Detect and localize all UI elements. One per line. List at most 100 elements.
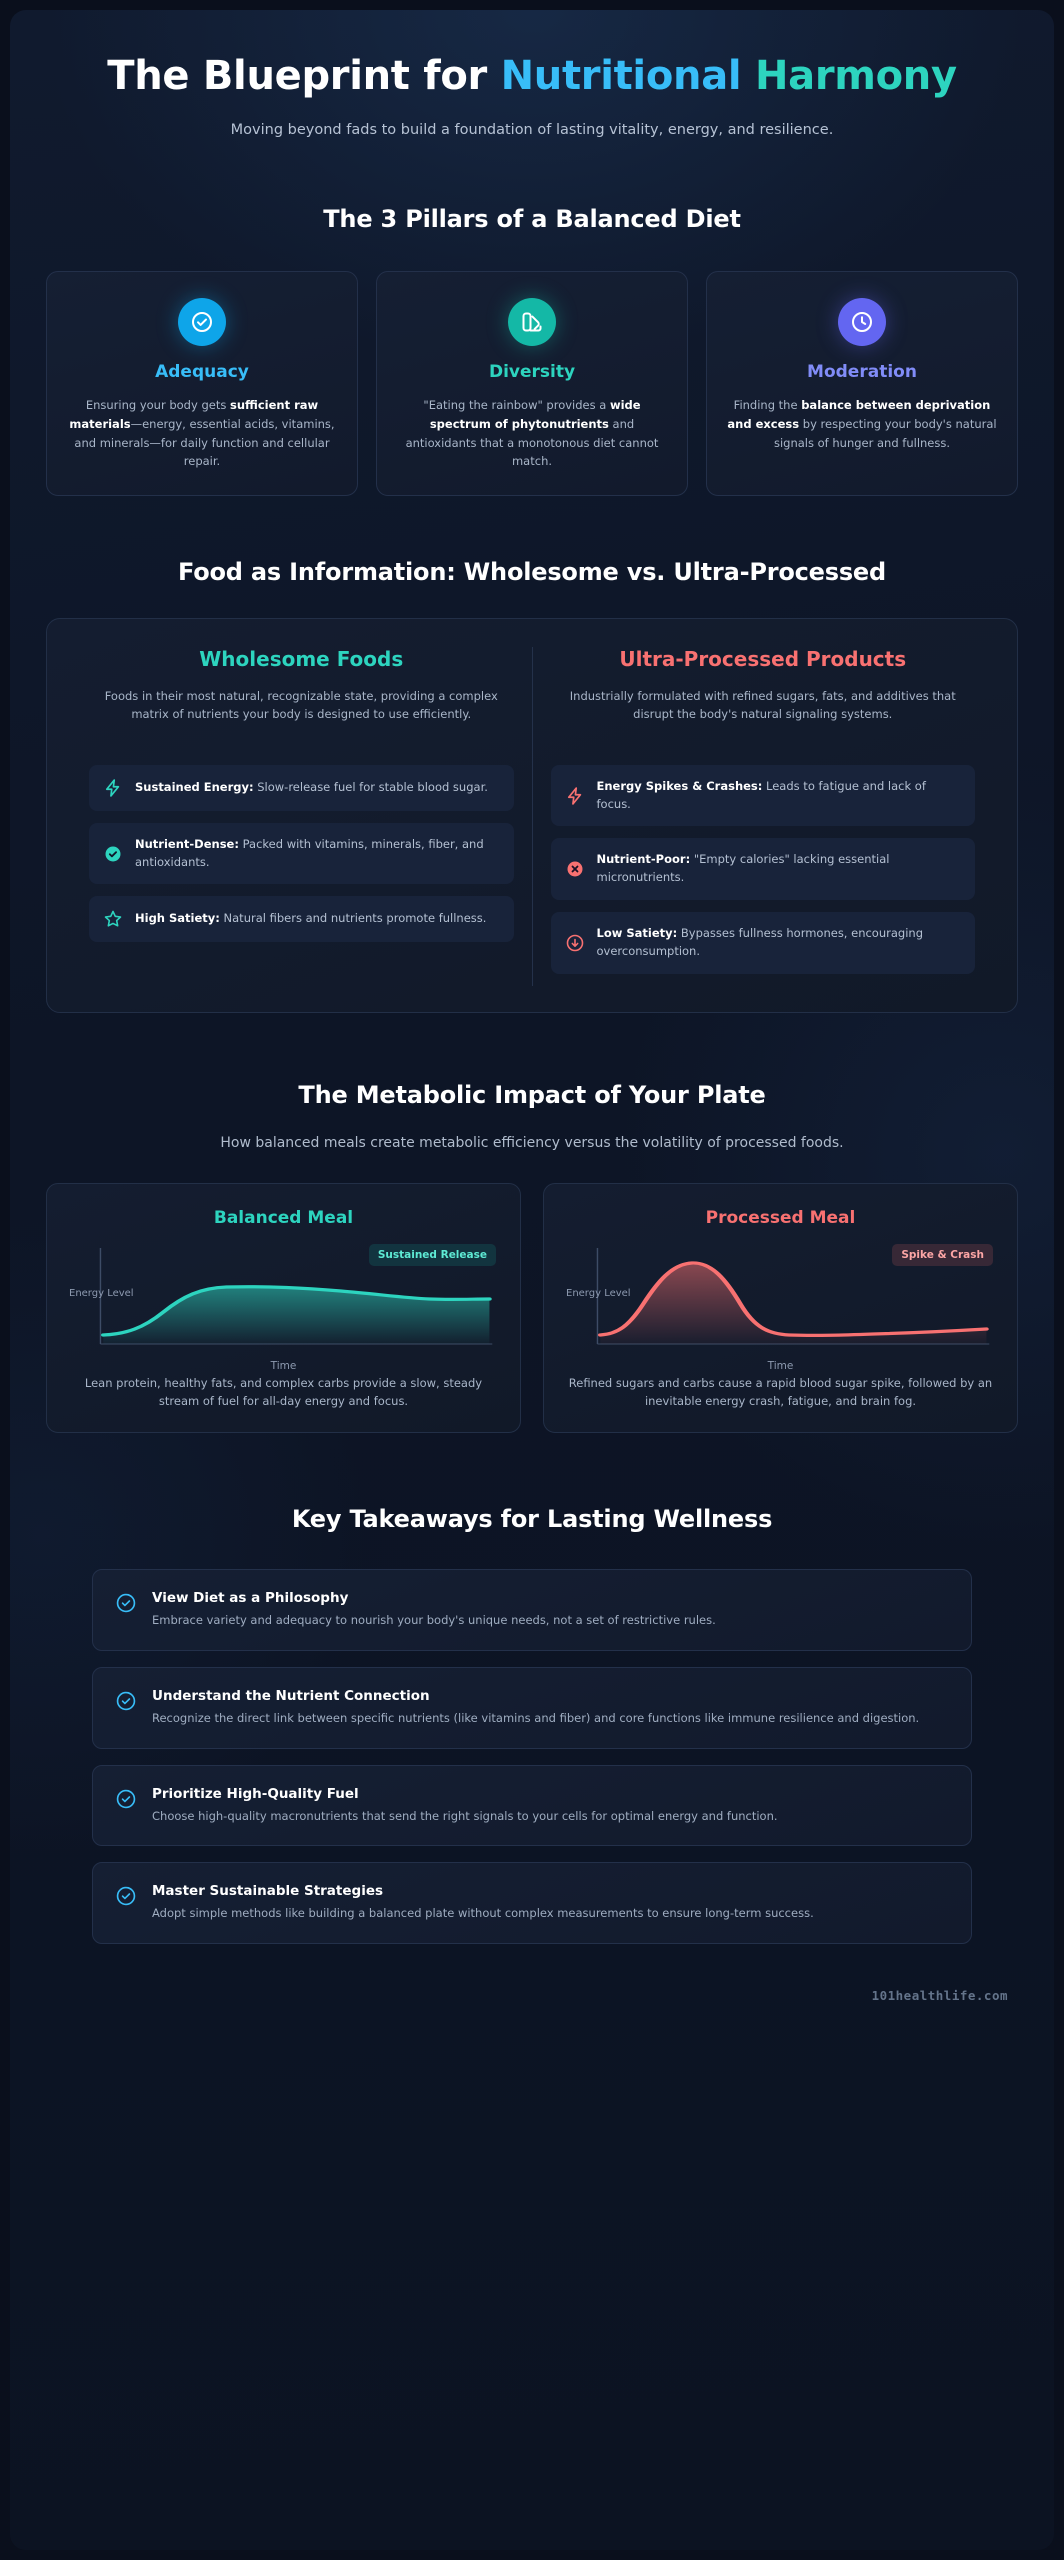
feature-body: Leads to fatigue and lack of focus. xyxy=(596,778,926,811)
color-swatch-icon xyxy=(508,298,556,347)
chart-title: Balanced Meal xyxy=(213,1207,354,1228)
takeaway-title: Prioritize High-Quality Fuel xyxy=(152,1785,359,1802)
chart-card-balanced-meal: Balanced Meal Sustained Release Energy L… xyxy=(46,1182,521,1434)
feature-row: Sustained Energy: Slow-release fuel for … xyxy=(89,764,514,811)
wholesome-foods-lead: Foods in their most natural, recognizabl… xyxy=(104,688,498,722)
metabolic-section: The Metabolic Impact of Your Plate How b… xyxy=(10,1081,1054,1434)
feature-text: Energy Spikes & Crashes: Leads to fatigu… xyxy=(597,778,962,814)
processed-meal-svg xyxy=(596,1247,990,1345)
pillar-desc-part1: "Eating the rainbow" provides a xyxy=(423,398,610,413)
takeaway-title: Understand the Nutrient Connection xyxy=(152,1688,430,1705)
check-circle-outline-icon xyxy=(115,1690,137,1712)
hero-section: The Blueprint for Nutritional Harmony Mo… xyxy=(10,10,1054,141)
takeaways-section: Key Takeaways for Lasting Wellness View … xyxy=(10,1505,1054,1980)
takeaways-section-title: Key Takeaways for Lasting Wellness xyxy=(291,1505,773,1534)
page-title-accent1: Nutritional xyxy=(500,53,742,99)
metabolic-section-subtitle: How balanced meals create metabolic effi… xyxy=(220,1134,844,1151)
feature-body: Packed with vitamins, minerals, fiber, a… xyxy=(135,836,484,869)
lightning-bolt-icon xyxy=(103,778,123,798)
pillar-desc-part1: Finding the xyxy=(733,398,802,413)
feature-row: High Satiety: Natural fibers and nutrien… xyxy=(89,896,514,943)
balanced-meal-svg xyxy=(99,1247,493,1345)
chart-x-axis-label: Time xyxy=(270,1359,297,1372)
charts-row: Balanced Meal Sustained Release Energy L… xyxy=(46,1182,1018,1434)
check-circle-outline-icon xyxy=(115,1592,137,1614)
star-icon xyxy=(103,909,123,929)
pillar-desc-bold: wide spectrum of phytonutrients xyxy=(429,398,641,431)
chart-badge: Spike & Crash xyxy=(892,1243,993,1266)
pillar-title: Diversity xyxy=(488,362,576,383)
pillars-section: The 3 Pillars of a Balanced Diet Adequac… xyxy=(10,205,1054,496)
feature-row: Nutrient-Dense: Packed with vitamins, mi… xyxy=(89,822,514,885)
chart-description: Refined sugars and carbs cause a rapid b… xyxy=(568,1375,993,1409)
feature-text: Nutrient-Dense: Packed with vitamins, mi… xyxy=(135,836,500,872)
pillar-desc-part2: —energy, essential acids, vitamins, and … xyxy=(74,416,335,469)
footer-watermark: 101healthlife.com xyxy=(871,1987,1008,2003)
pillars-section-title: The 3 Pillars of a Balanced Diet xyxy=(323,205,741,234)
takeaway-description: Embrace variety and adequacy to nourish … xyxy=(152,1613,716,1628)
takeaway-body: View Diet as a Philosophy Embrace variet… xyxy=(152,1590,716,1630)
feature-label: Low Satiety: xyxy=(596,926,678,941)
chart-card-processed-meal: Processed Meal Spike & Crash Energy Leve… xyxy=(543,1182,1018,1434)
pillar-description: "Eating the rainbow" provides a wide spe… xyxy=(397,396,667,471)
takeaway-title: View Diet as a Philosophy xyxy=(152,1590,349,1607)
feature-label: Energy Spikes & Crashes: xyxy=(596,778,763,793)
chart-y-axis-label: Energy Level xyxy=(69,1287,134,1299)
takeaway-item: Understand the Nutrient Connection Recog… xyxy=(92,1667,972,1749)
check-circle-outline-icon xyxy=(115,1885,137,1907)
chart-badge: Sustained Release xyxy=(368,1243,496,1266)
pillar-title: Adequacy xyxy=(155,362,249,383)
balanced-meal-plot: Sustained Release Energy Level xyxy=(69,1242,498,1358)
pillar-desc-part1: Ensuring your body gets xyxy=(85,398,230,413)
check-circle-filled-icon xyxy=(103,844,123,864)
feature-body: Natural fibers and nutrients promote ful… xyxy=(219,911,487,926)
pillar-card-moderation: Moderation Finding the balance between d… xyxy=(706,271,1018,496)
takeaway-body: Master Sustainable Strategies Adopt simp… xyxy=(152,1883,814,1923)
feature-label: Nutrient-Dense: xyxy=(135,836,239,851)
takeaway-title: Master Sustainable Strategies xyxy=(152,1883,384,1900)
pillar-desc-bold: balance between deprivation and excess xyxy=(727,398,991,431)
x-circle-filled-icon xyxy=(565,859,585,879)
feature-body: Slow-release fuel for stable blood sugar… xyxy=(253,779,488,794)
comparison-section: Food as Information: Wholesome vs. Ultra… xyxy=(10,558,1054,1013)
wholesome-foods-heading: Wholesome Foods xyxy=(199,646,404,671)
pillars-grid: Adequacy Ensuring your body gets suffici… xyxy=(46,271,1018,496)
lightning-bolt-icon xyxy=(565,786,585,806)
feature-row: Low Satiety: Bypasses fullness hormones,… xyxy=(550,912,975,974)
page-title-part1: The Blueprint for xyxy=(107,53,501,99)
pillar-card-diversity: Diversity "Eating the rainbow" provides … xyxy=(376,271,688,496)
check-circle-outline-icon xyxy=(115,1788,137,1810)
page-title-accent2: Harmony xyxy=(754,53,957,99)
takeaway-description: Choose high-quality macronutrients that … xyxy=(152,1808,778,1823)
pillar-description: Ensuring your body gets sufficient raw m… xyxy=(67,396,337,471)
takeaway-item: Prioritize High-Quality Fuel Choose high… xyxy=(92,1764,972,1847)
ultra-processed-column: Ultra-Processed Products Industrially fo… xyxy=(533,647,994,986)
takeaway-item: View Diet as a Philosophy Embrace variet… xyxy=(92,1569,972,1652)
feature-row: Energy Spikes & Crashes: Leads to fatigu… xyxy=(550,764,975,827)
pillar-desc-part2: and antioxidants that a monotonous diet … xyxy=(405,416,659,469)
comparison-section-title: Food as Information: Wholesome vs. Ultra… xyxy=(178,557,886,586)
feature-row: Nutrient-Poor: "Empty calories" lacking … xyxy=(550,838,975,901)
feature-label: High Satiety: xyxy=(135,911,220,926)
arrow-down-circle-icon xyxy=(565,933,585,953)
feature-text: Low Satiety: Bypasses fullness hormones,… xyxy=(597,925,962,961)
feature-body: Bypasses fullness hormones, encouraging … xyxy=(596,926,924,958)
feature-label: Sustained Energy: xyxy=(135,779,254,794)
chart-y-axis-label: Energy Level xyxy=(566,1287,631,1299)
check-circle-icon xyxy=(178,298,226,347)
takeaway-description: Recognize the direct link between specif… xyxy=(152,1711,920,1726)
pillar-card-adequacy: Adequacy Ensuring your body gets suffici… xyxy=(46,271,358,496)
takeaway-description: Adopt simple methods like building a bal… xyxy=(152,1906,814,1921)
feature-text: Sustained Energy: Slow-release fuel for … xyxy=(135,779,488,797)
feature-body: "Empty calories" lacking essential micro… xyxy=(596,852,890,885)
infographic-page: The Blueprint for Nutritional Harmony Mo… xyxy=(10,10,1054,2550)
pillar-desc-part2: by respecting your body's natural signal… xyxy=(773,416,997,450)
pillar-description: Finding the balance between deprivation … xyxy=(727,396,997,452)
ultra-processed-lead: Industrially formulated with refined sug… xyxy=(569,688,956,722)
clock-icon xyxy=(838,298,886,347)
comparison-card: Wholesome Foods Foods in their most natu… xyxy=(46,617,1018,1013)
chart-description: Lean protein, healthy fats, and complex … xyxy=(84,1375,483,1409)
feature-text: Nutrient-Poor: "Empty calories" lacking … xyxy=(597,851,962,887)
metabolic-section-title: The Metabolic Impact of Your Plate xyxy=(298,1080,766,1109)
pillar-title: Moderation xyxy=(807,362,917,383)
